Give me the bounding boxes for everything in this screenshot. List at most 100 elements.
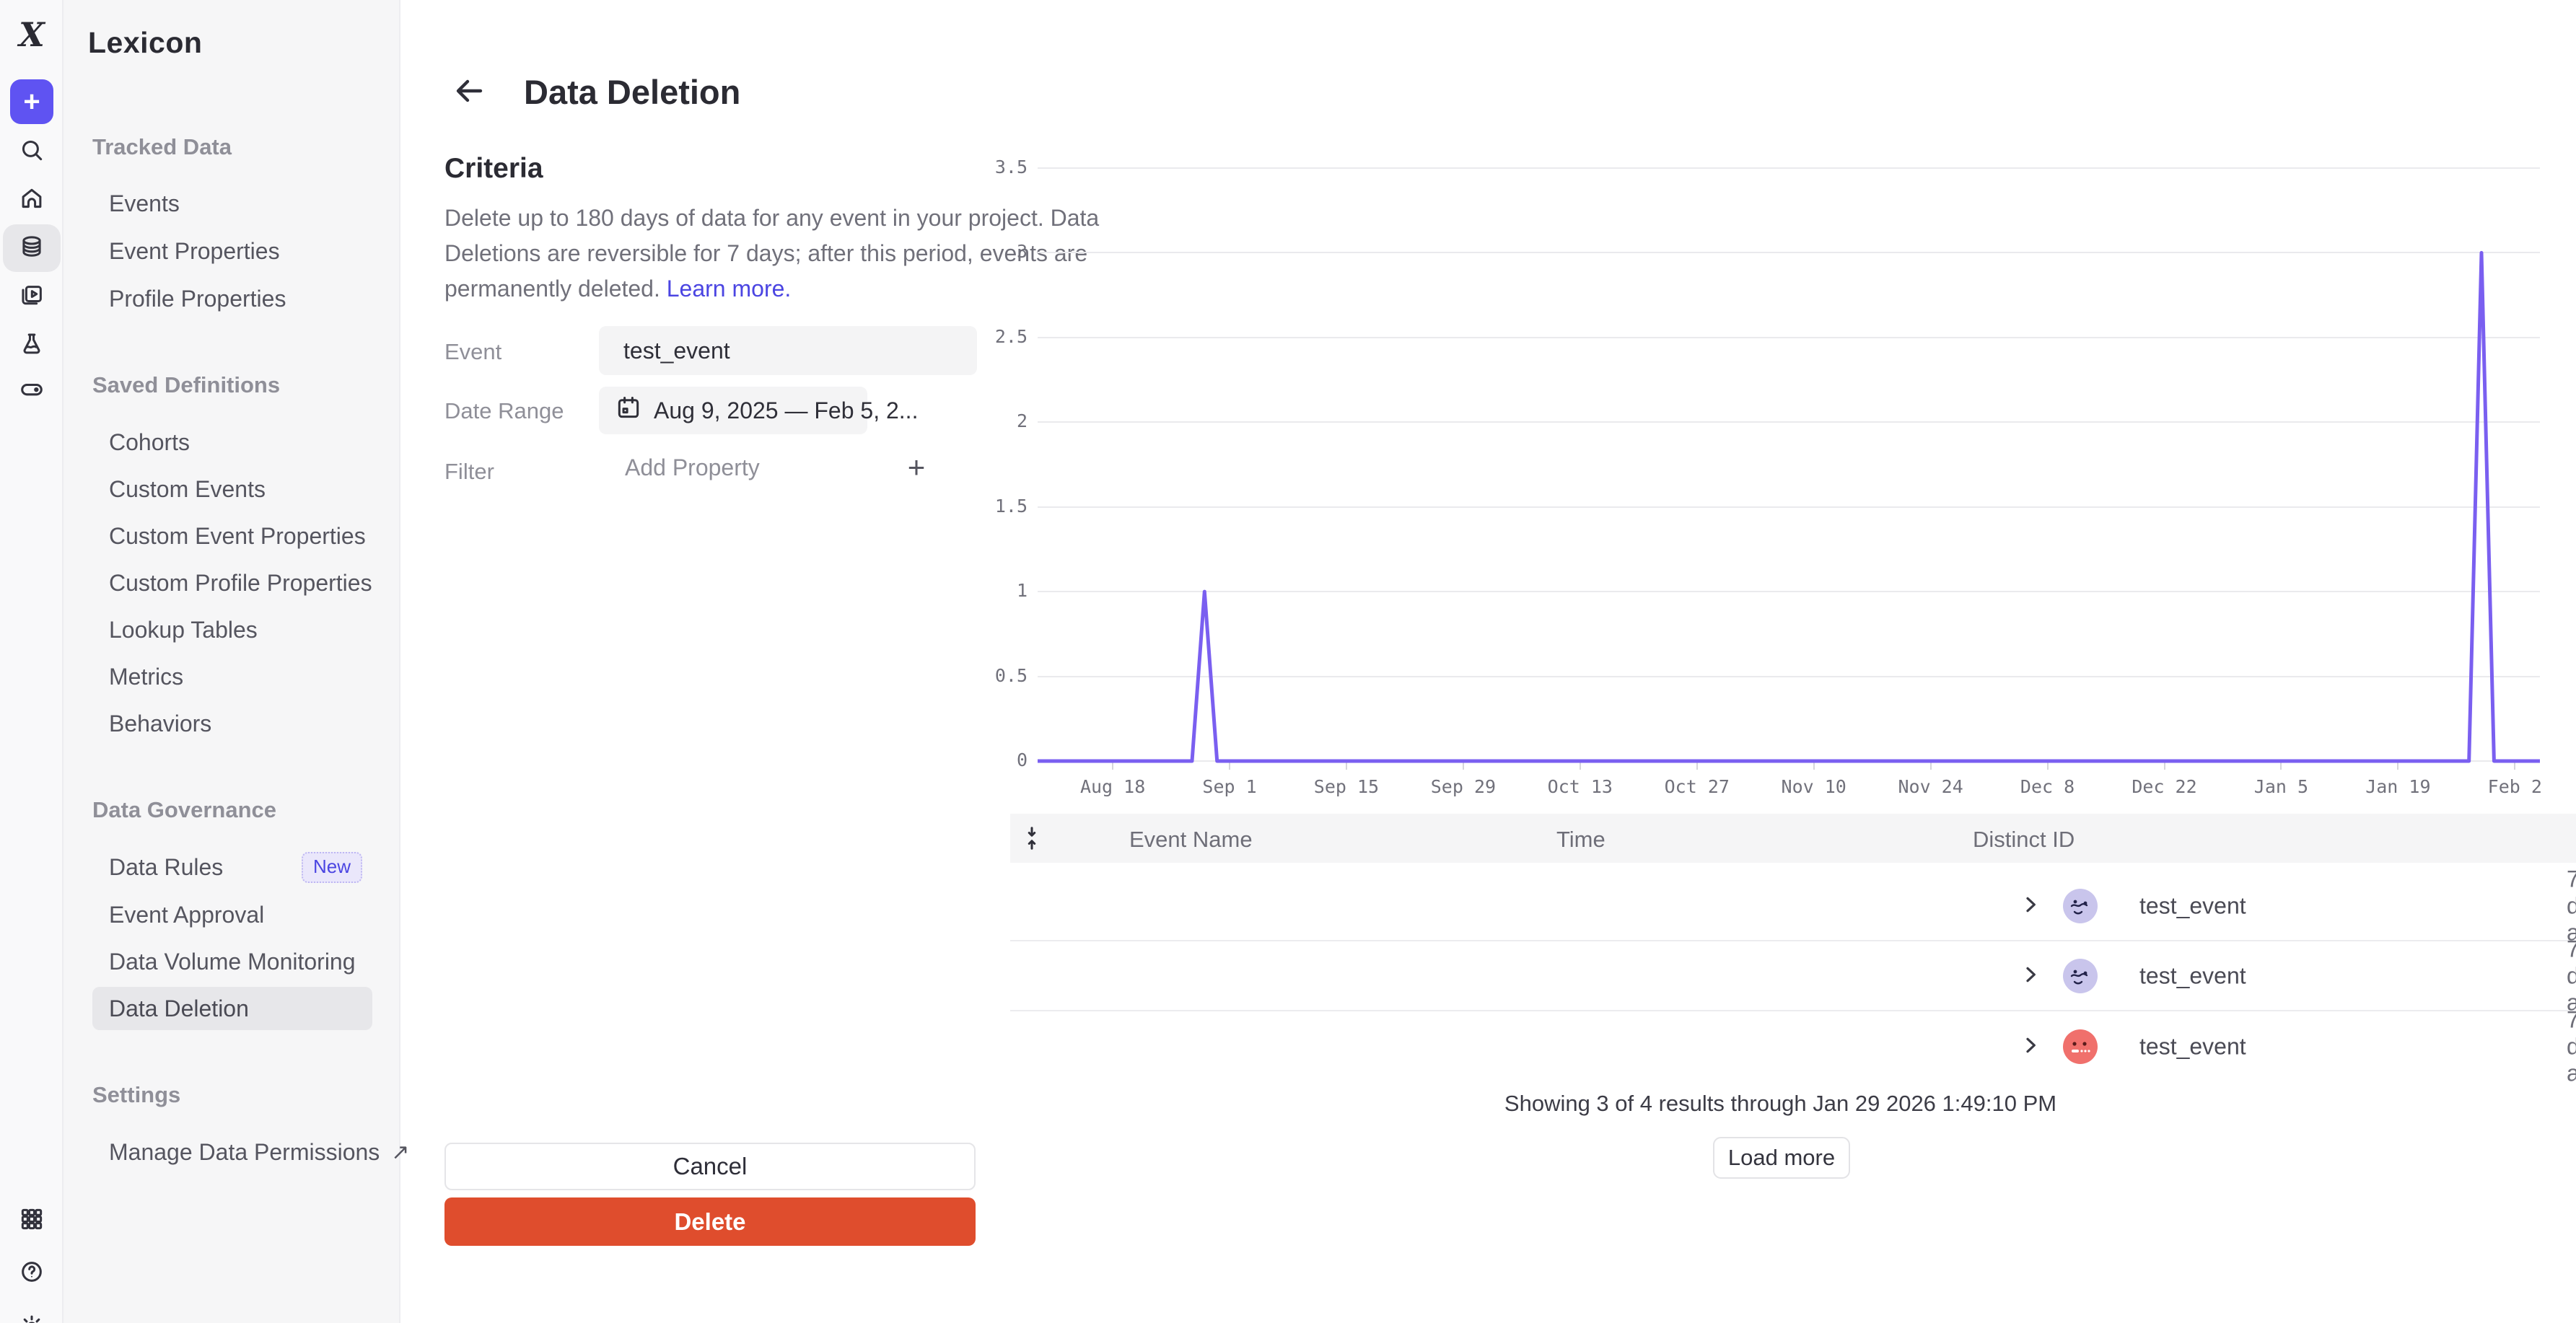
- x-axis-label: Dec 22: [2132, 776, 2197, 797]
- sidebar-item-lookup-tables[interactable]: Lookup Tables: [109, 616, 258, 643]
- home-icon: [18, 185, 45, 216]
- cell-event-name: test_event: [2139, 962, 2246, 988]
- database-icon: [18, 233, 45, 264]
- chart-gridline: [1038, 336, 2540, 338]
- x-axis-label: Jan 19: [2365, 776, 2431, 797]
- rail-apps-button[interactable]: [3, 1197, 61, 1244]
- rail-boards-button[interactable]: [3, 273, 61, 320]
- new-badge: New: [301, 851, 362, 883]
- sidebar-item-events[interactable]: Events: [109, 190, 180, 216]
- cell-time: 7 days ago: [2567, 936, 2576, 1015]
- add-property-button[interactable]: Add Property: [625, 454, 760, 480]
- chart-line-svg: [1038, 250, 2540, 763]
- x-axis-label: Dec 8: [2020, 776, 2075, 797]
- x-axis-tick: [2163, 761, 2165, 770]
- rail-home-button[interactable]: [3, 176, 61, 224]
- section-tracked-data: Tracked Data: [92, 134, 232, 159]
- sidebar-item-behaviors[interactable]: Behaviors: [109, 710, 212, 737]
- rail-help-button[interactable]: [3, 1249, 61, 1297]
- learn-more-link[interactable]: Learn more.: [666, 276, 792, 302]
- x-axis-tick: [1579, 761, 1581, 770]
- filter-field-label: Filter: [444, 459, 494, 484]
- table-row: test_event 7 days ago testlistdistinctid…: [1010, 1006, 2576, 1086]
- chart-gridline: [1038, 421, 2540, 423]
- arrow-left-icon: [452, 74, 486, 112]
- y-axis-label: 2: [1016, 410, 1028, 432]
- sidebar-item-profile-properties[interactable]: Profile Properties: [109, 285, 286, 312]
- date-range-field-label: Date Range: [444, 398, 564, 423]
- chart-gridline: [1038, 675, 2540, 677]
- chart-gridline: [1038, 506, 2540, 508]
- x-axis-label: Sep 29: [1430, 776, 1497, 797]
- chart-gridline: [1038, 252, 2540, 254]
- x-axis-label: Nov 10: [1781, 776, 1846, 797]
- cell-event-name: test_event: [2139, 892, 2246, 918]
- criteria-heading: Criteria: [444, 153, 543, 184]
- x-axis-tick: [1229, 761, 1231, 770]
- sidebar-item-event-approval[interactable]: Event Approval: [109, 901, 265, 928]
- plus-icon: +: [23, 85, 40, 118]
- x-axis-tick: [1112, 761, 1114, 770]
- expand-row-chevron-icon[interactable]: [2019, 893, 2045, 919]
- table-header: [1010, 814, 2576, 863]
- avatar[interactable]: [2063, 888, 2098, 923]
- page-title: Data Deletion: [524, 73, 741, 111]
- event-select[interactable]: test_event: [599, 326, 977, 375]
- help-icon: [18, 1258, 45, 1289]
- x-axis-tick: [1462, 761, 1464, 770]
- sidebar-item-data-volume-monitoring[interactable]: Data Volume Monitoring: [109, 948, 356, 975]
- sidebar-title: Lexicon: [88, 26, 203, 59]
- sort-toggle-icon[interactable]: [1019, 825, 1045, 851]
- calendar-icon: [615, 394, 654, 427]
- create-button[interactable]: +: [10, 79, 53, 124]
- y-axis-label: 1.5: [994, 495, 1028, 517]
- sidebar-item-manage-data-permissions[interactable]: Manage Data Permissions ↗: [109, 1138, 410, 1165]
- rail-settings-button[interactable]: [3, 1304, 61, 1323]
- expand-row-chevron-icon[interactable]: [2019, 963, 2045, 989]
- sidebar-item-custom-event-properties[interactable]: Custom Event Properties: [109, 522, 366, 549]
- section-settings: Settings: [92, 1082, 181, 1107]
- load-more-button[interactable]: Load more: [1713, 1137, 1850, 1179]
- table-row: test_event 7 days ago $device:3428dd07-3…: [1010, 936, 2576, 1015]
- x-axis-label: Sep 1: [1202, 776, 1257, 797]
- add-filter-plus-icon[interactable]: +: [907, 450, 926, 484]
- sidebar: Lexicon Tracked Data Events Event Proper…: [63, 0, 410, 1323]
- x-axis-label: Oct 27: [1664, 776, 1730, 797]
- rail-search-button[interactable]: [3, 128, 61, 175]
- chart-gridline: [1038, 591, 2540, 593]
- sidebar-item-cohorts[interactable]: Cohorts: [109, 428, 190, 455]
- boards-play-icon: [18, 281, 45, 312]
- criteria-description: Delete up to 180 days of data for any ev…: [444, 205, 1100, 302]
- y-axis-label: 2.5: [994, 325, 1028, 347]
- external-link-icon: ↗: [391, 1140, 410, 1164]
- sidebar-item-event-properties[interactable]: Event Properties: [109, 237, 280, 264]
- sidebar-item-custom-events[interactable]: Custom Events: [109, 475, 266, 502]
- sidebar-item-custom-profile-properties[interactable]: Custom Profile Properties: [109, 569, 372, 596]
- flask-icon: [18, 330, 45, 361]
- mixpanel-logo[interactable]: X: [19, 15, 45, 54]
- y-axis-label: 1: [1016, 580, 1028, 602]
- x-axis-label: Jan 5: [2253, 776, 2309, 797]
- search-icon: [18, 136, 45, 167]
- sidebar-item-data-deletion[interactable]: Data Deletion: [92, 987, 372, 1030]
- y-axis-label: 3.5: [994, 157, 1028, 177]
- rail-experiments-button[interactable]: [3, 321, 61, 369]
- sidebar-item-data-rules[interactable]: Data Rules New: [92, 845, 372, 889]
- expand-row-chevron-icon[interactable]: [2019, 1034, 2045, 1060]
- avatar[interactable]: [2063, 958, 2098, 993]
- avatar[interactable]: [2063, 1029, 2098, 1064]
- date-range-picker[interactable]: Aug 9, 2025 — Feb 5, 2...: [599, 387, 918, 434]
- event-field-label: Event: [444, 339, 502, 364]
- column-header-distinct-id: Distinct ID: [1973, 827, 2075, 852]
- rail-feature-flags-button[interactable]: [3, 367, 61, 415]
- back-button[interactable]: [449, 72, 489, 113]
- cell-time: 7 days ago: [2567, 866, 2576, 945]
- sidebar-item-metrics[interactable]: Metrics: [109, 663, 184, 690]
- x-axis-tick: [1345, 761, 1347, 770]
- column-header-event-name: Event Name: [1129, 827, 1253, 852]
- delete-button[interactable]: Delete: [444, 1197, 976, 1246]
- cancel-button[interactable]: Cancel: [444, 1143, 976, 1190]
- rail-data-button[interactable]: [3, 224, 61, 272]
- x-axis-label: Feb 2: [2487, 776, 2542, 797]
